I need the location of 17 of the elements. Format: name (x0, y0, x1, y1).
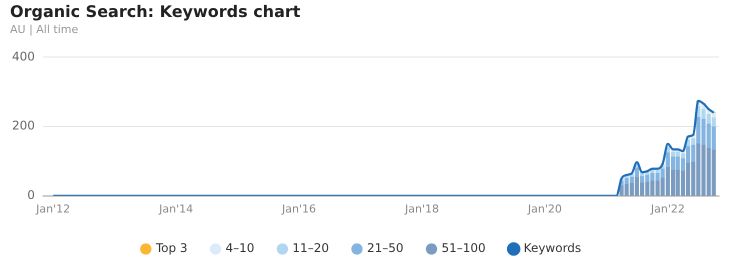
chart-subtitle: AU | All time (10, 23, 78, 36)
y-tick-label: 200 (12, 118, 35, 133)
x-tick-label: Jan'12 (35, 202, 70, 216)
x-tick-label: Jan'22 (650, 202, 685, 216)
x-tick-label: Jan'18 (404, 202, 439, 216)
legend-label: 51–100 (442, 241, 486, 256)
legend-label: Top 3 (154, 241, 188, 256)
legend-label: 21–50 (366, 241, 404, 256)
x-tick-label: Jan'20 (526, 202, 562, 216)
x-tick-label: Jan'16 (281, 202, 316, 216)
legend-label: Keywords (524, 241, 582, 256)
chart-title: Organic Search: Keywords chart (10, 2, 300, 21)
x-tick-label: Jan'14 (158, 202, 194, 216)
legend-label: 4–10 (226, 241, 254, 256)
y-tick-label: 400 (12, 49, 35, 64)
y-tick-label: 0 (27, 188, 35, 202)
legend-label: 11–20 (292, 241, 329, 256)
